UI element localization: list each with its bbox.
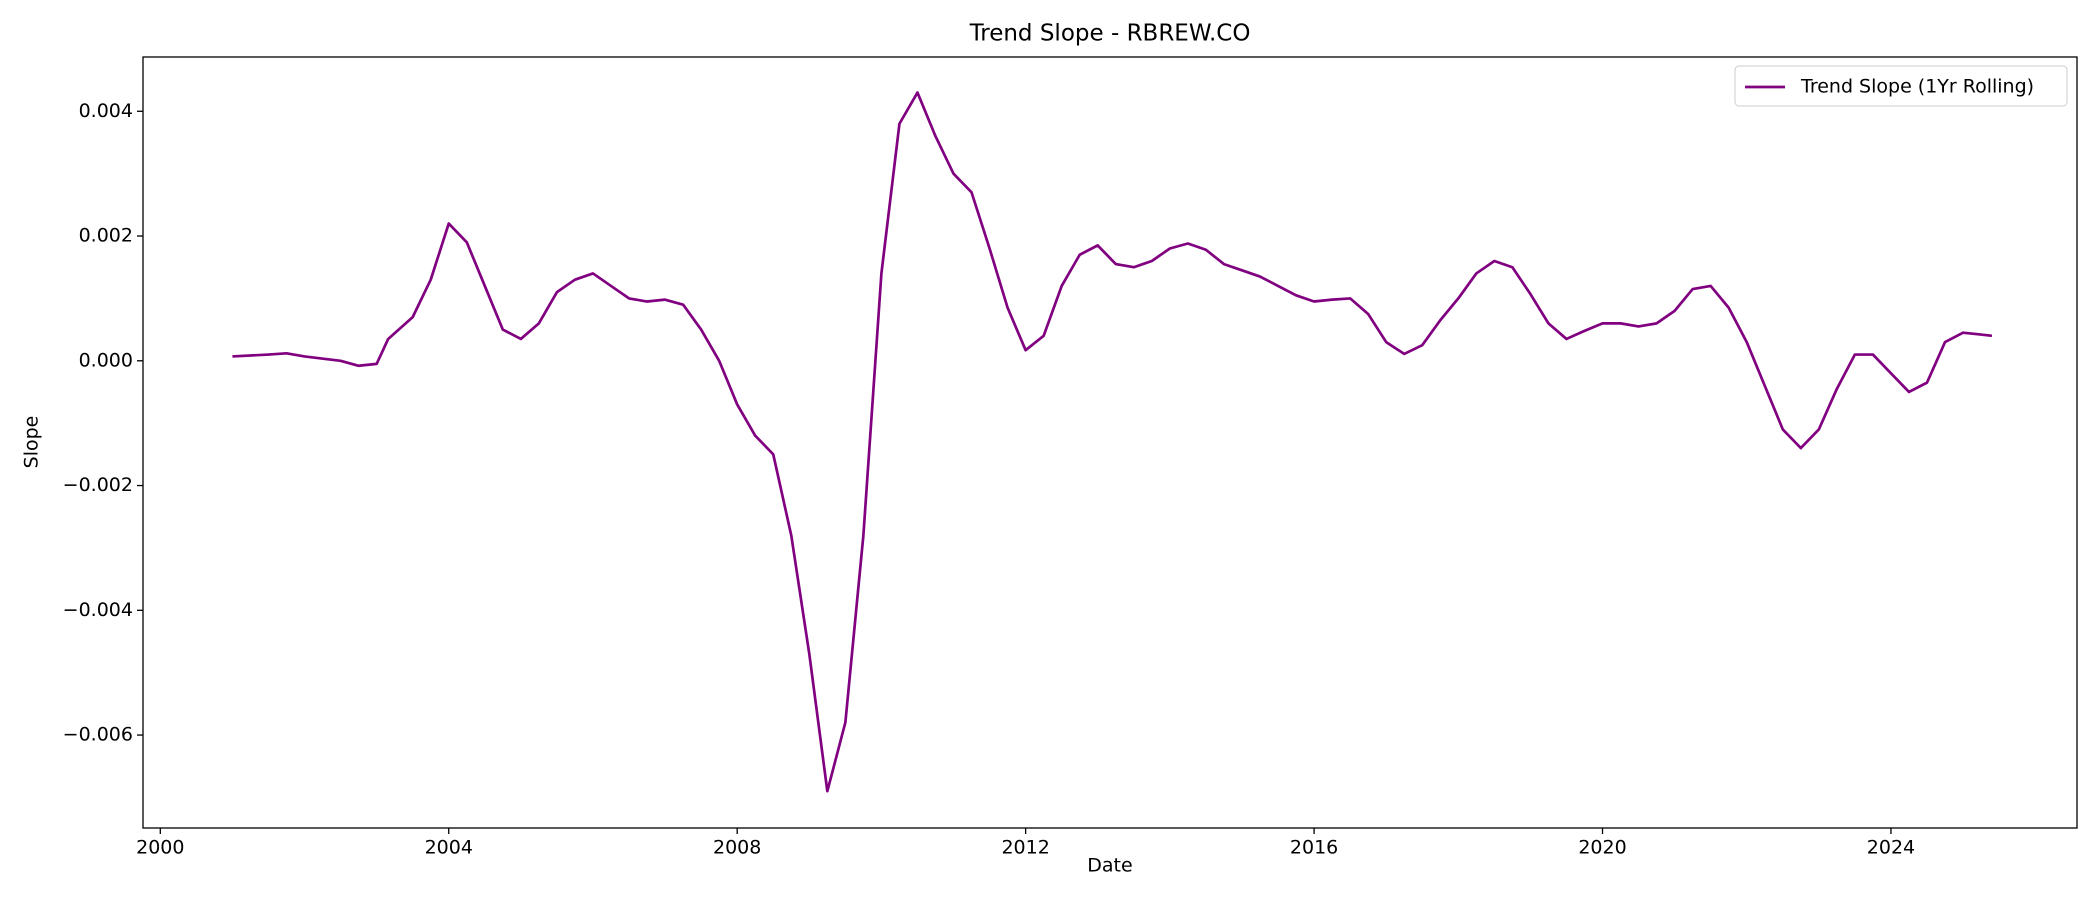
legend-box (1734, 65, 2068, 107)
y-tick-label: −0.002 (63, 474, 133, 496)
y-tick-label: −0.004 (63, 599, 133, 621)
x-tick-label: 2000 (136, 837, 184, 859)
x-tick-label: 2024 (1867, 837, 1915, 859)
y-tick-label: 0.002 (79, 225, 133, 247)
chart-title: Trend Slope - RBREW.CO (969, 21, 1251, 47)
y-axis-label: Slope (21, 416, 43, 469)
x-tick-label: 2008 (713, 837, 761, 859)
legend-label: Trend Slope (1Yr Rolling) (1800, 76, 2034, 98)
data-line (232, 91, 1993, 793)
plot-frame (142, 56, 2078, 829)
x-axis-label: Date (1087, 855, 1132, 877)
x-tick-label: 2012 (1001, 837, 1049, 859)
y-tick-label: −0.006 (63, 724, 133, 746)
x-tick-label: 2020 (1578, 837, 1626, 859)
y-tick-label: 0.000 (79, 349, 133, 371)
x-tick-label: 2016 (1290, 837, 1338, 859)
x-tick-label: 2004 (425, 837, 473, 859)
y-tick-label: 0.004 (79, 100, 133, 122)
